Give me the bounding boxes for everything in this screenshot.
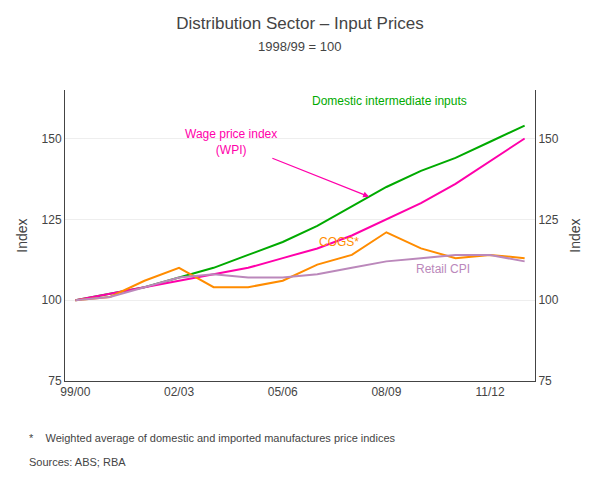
svg-text:* Weighted average of domes: * Weighted average of domestic and impor… <box>29 432 396 444</box>
svg-text:02/03: 02/03 <box>164 385 194 399</box>
svg-text:125: 125 <box>538 213 558 227</box>
svg-text:Sources: ABS; RBA: Sources: ABS; RBA <box>29 456 126 468</box>
svg-text:1998/99 = 100: 1998/99 = 100 <box>258 39 342 54</box>
svg-text:125: 125 <box>42 213 62 227</box>
svg-text:100: 100 <box>538 293 558 307</box>
svg-text:Retail CPI: Retail CPI <box>416 262 470 276</box>
svg-text:Index: Index <box>14 218 30 252</box>
svg-text:150: 150 <box>42 132 62 146</box>
svg-text:Wage price index(WPI): Wage price index(WPI) <box>185 127 277 157</box>
svg-text:11/12: 11/12 <box>475 385 504 399</box>
svg-text:08/09: 08/09 <box>371 385 401 399</box>
svg-text:99/00: 99/00 <box>60 385 90 399</box>
svg-text:Index: Index <box>567 218 583 252</box>
svg-text:100: 100 <box>42 293 62 307</box>
svg-text:150: 150 <box>538 132 558 146</box>
svg-text:75: 75 <box>48 374 62 388</box>
svg-text:Domestic intermediate inputs: Domestic intermediate inputs <box>312 94 467 108</box>
svg-text:Distribution Sector – Input Pr: Distribution Sector – Input Prices <box>176 14 424 33</box>
svg-text:75: 75 <box>538 374 552 388</box>
svg-text:COGS*: COGS* <box>319 235 359 249</box>
svg-text:05/06: 05/06 <box>268 385 298 399</box>
